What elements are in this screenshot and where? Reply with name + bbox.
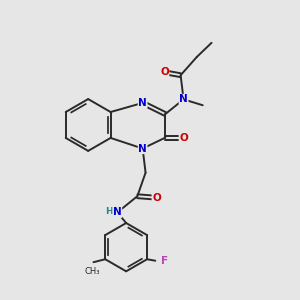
Text: N: N — [138, 98, 147, 108]
Text: O: O — [179, 133, 188, 142]
Text: H: H — [105, 207, 112, 216]
Text: O: O — [152, 193, 161, 203]
Text: N: N — [138, 143, 147, 154]
Text: N: N — [179, 94, 188, 104]
Text: F: F — [160, 256, 168, 266]
Text: CH₃: CH₃ — [84, 268, 100, 277]
Text: O: O — [160, 67, 169, 77]
Text: N: N — [113, 207, 122, 218]
